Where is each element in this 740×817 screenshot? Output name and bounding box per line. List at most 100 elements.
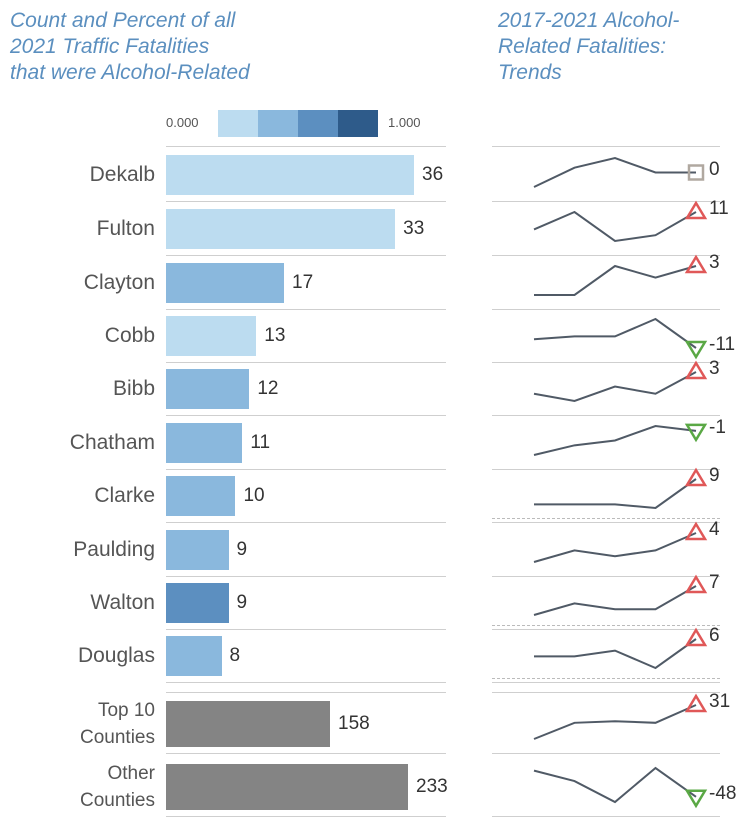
category-label: Chatham <box>69 430 155 454</box>
row-divider <box>492 146 720 147</box>
bar <box>166 208 396 249</box>
bar <box>166 368 250 409</box>
category-label: Other Counties <box>80 763 155 811</box>
trend-change-label: -48 <box>709 782 737 804</box>
trend-baseline <box>492 518 720 519</box>
row-divider <box>166 255 446 256</box>
trend-line <box>533 704 697 740</box>
trend-line <box>533 585 697 616</box>
trend-line <box>534 638 697 670</box>
trend-line <box>533 156 696 188</box>
legend-max-label: 1.000 <box>388 115 421 130</box>
trend-change-label: 6 <box>709 625 720 646</box>
row-divider <box>492 469 720 470</box>
row-divider <box>166 629 446 630</box>
bar-value-label: 11 <box>250 431 271 453</box>
color-legend: 0.000 1.000 <box>166 110 446 140</box>
bar-value-label: 158 <box>338 713 370 734</box>
trend-change-label: 0 <box>709 158 720 180</box>
bar-value-label: 17 <box>292 271 314 293</box>
trend-line <box>533 210 697 243</box>
row-divider <box>492 753 720 754</box>
bar-chart-title-line: 2021 Traffic Fatalities <box>10 35 210 58</box>
legend-swatch <box>338 110 378 137</box>
bar-value-label: 8 <box>229 644 241 666</box>
row-divider <box>492 522 720 523</box>
trend-line <box>533 371 697 403</box>
category-label: Clayton <box>83 270 155 294</box>
up-trend-marker <box>684 521 708 541</box>
up-trend-marker <box>684 254 708 274</box>
trend-chart-title-line: 2017-2021 Alcohol- <box>498 9 680 32</box>
bar <box>166 475 236 516</box>
category-label: Walton <box>90 590 155 614</box>
row-divider <box>492 255 720 256</box>
bar-chart-title-line: that were Alcohol-Related <box>10 61 250 84</box>
row-divider <box>492 201 720 202</box>
trend-chart-title: 2017-2021 Alcohol- Related Fatalities: T… <box>498 8 738 86</box>
bar-chart-title-line: Count and Percent of all <box>10 9 236 32</box>
trend-line <box>533 532 697 563</box>
bar <box>166 262 285 303</box>
bar <box>166 315 257 356</box>
trend-change-label: 4 <box>709 519 720 540</box>
row-divider <box>166 309 446 310</box>
trend-line <box>533 424 697 456</box>
up-trend-marker <box>684 467 708 487</box>
row-divider <box>166 415 446 416</box>
bar-value-label: 36 <box>422 163 444 185</box>
trend-line <box>534 478 697 510</box>
group-divider <box>492 692 720 693</box>
legend-swatch <box>298 110 338 137</box>
up-trend-marker <box>684 627 708 647</box>
bar <box>166 422 243 463</box>
row-divider <box>166 469 446 470</box>
row-divider <box>166 753 446 754</box>
legend-swatch <box>218 110 258 137</box>
bar <box>166 582 229 623</box>
row-divider <box>166 682 446 683</box>
group-divider <box>166 692 446 693</box>
legend-swatch <box>258 110 298 137</box>
trend-chart-title-line: Trends <box>498 61 562 84</box>
trend-line <box>534 264 697 296</box>
row-divider <box>492 629 720 630</box>
bar-value-label: 9 <box>236 538 248 560</box>
row-divider <box>166 146 446 147</box>
trend-change-label: 31 <box>709 691 731 712</box>
category-label: Bibb <box>112 376 155 400</box>
row-divider <box>166 576 446 577</box>
up-trend-marker <box>684 693 708 713</box>
category-label: Fulton <box>96 216 155 240</box>
bar <box>166 529 229 570</box>
trend-change-label: 9 <box>709 465 720 486</box>
trend-line <box>533 317 697 349</box>
trend-chart-title-line: Related Fatalities: <box>498 35 667 58</box>
up-trend-marker <box>684 360 708 380</box>
row-divider <box>492 576 720 577</box>
down-trend-marker <box>684 423 708 443</box>
up-trend-marker <box>684 574 708 594</box>
row-divider <box>166 201 446 202</box>
trend-baseline <box>492 625 720 626</box>
row-divider <box>166 362 446 363</box>
trend-baseline <box>492 678 720 679</box>
bar <box>166 764 408 810</box>
trend-change-label: 7 <box>709 572 720 593</box>
up-trend-marker <box>684 200 708 220</box>
category-label: Douglas <box>77 643 155 667</box>
category-label: Top 10 Counties <box>80 700 155 748</box>
category-label: Paulding <box>73 537 155 561</box>
trend-change-label: 3 <box>709 252 720 273</box>
down-trend-marker <box>684 789 708 809</box>
row-divider <box>166 522 446 523</box>
category-label: Cobb <box>104 323 155 347</box>
bar-chart-title: Count and Percent of all 2021 Traffic Fa… <box>10 8 340 86</box>
row-divider <box>492 415 720 416</box>
row-divider <box>492 682 720 683</box>
bar-value-label: 9 <box>236 591 248 613</box>
trend-change-label: 11 <box>709 198 729 219</box>
bar <box>166 701 330 747</box>
trend-change-label: -1 <box>709 416 726 438</box>
